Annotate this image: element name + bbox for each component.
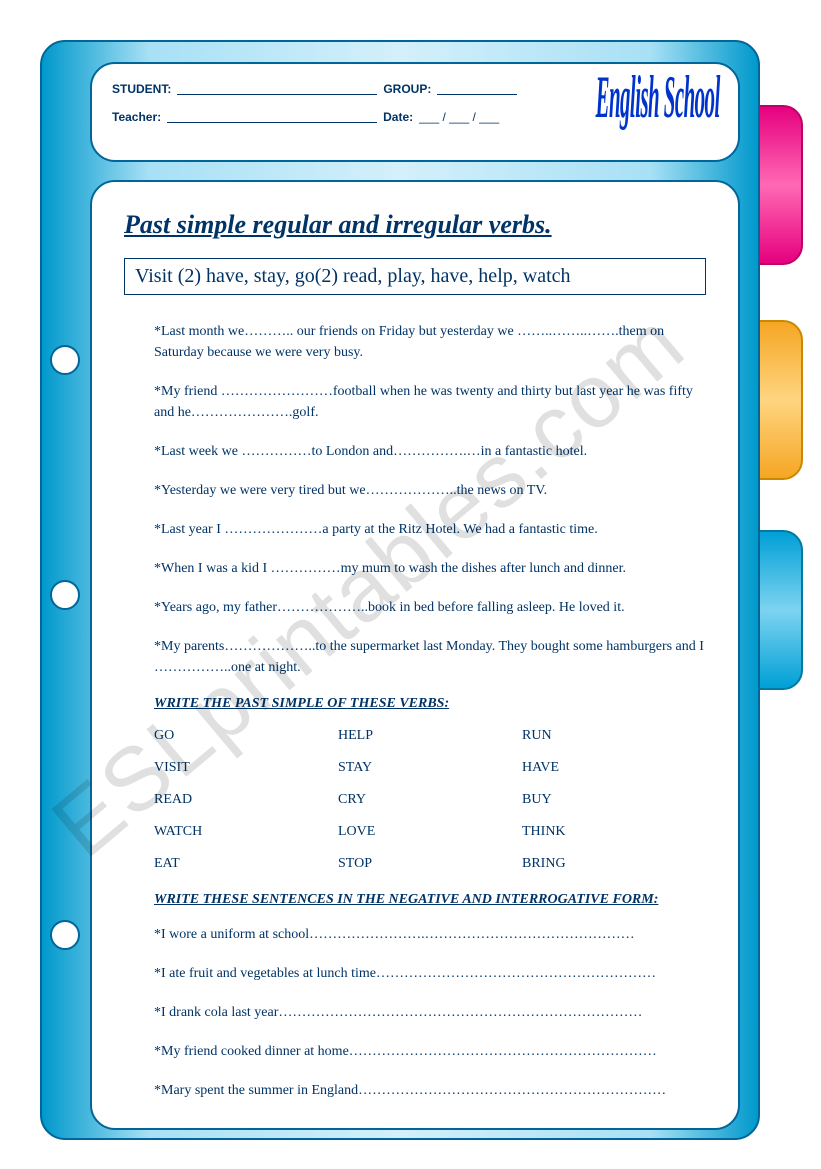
- binder-hole: [50, 345, 80, 375]
- verb-row: READ CRY BUY: [154, 792, 706, 808]
- section-heading-negative: WRITE THESE SENTENCES IN THE NEGATIVE AN…: [154, 892, 706, 908]
- group-input-line[interactable]: [437, 83, 517, 95]
- verb-cell[interactable]: VISIT: [154, 760, 338, 776]
- header-box: STUDENT: GROUP: Teacher: Date: ___ / ___…: [90, 62, 740, 162]
- logo-english-school: English School: [596, 63, 720, 133]
- fill-sentence[interactable]: *My parents………………..to the supermarket la…: [154, 636, 706, 678]
- neg-sentence[interactable]: *I ate fruit and vegetables at lunch tim…: [154, 963, 706, 984]
- teacher-label: Teacher:: [112, 110, 161, 124]
- verb-cell[interactable]: STAY: [338, 760, 522, 776]
- date-value[interactable]: ___ / ___ / ___: [419, 110, 499, 124]
- verb-list-box: Visit (2) have, stay, go(2) read, play, …: [124, 258, 706, 295]
- neg-sentence[interactable]: *I drank cola last year………………………………………………: [154, 1002, 706, 1023]
- fill-sentence[interactable]: *Yesterday we were very tired but we……………: [154, 480, 706, 501]
- binder-hole: [50, 580, 80, 610]
- student-label: STUDENT:: [112, 82, 171, 96]
- fill-sentence[interactable]: *When I was a kid I ……………my mum to wash …: [154, 558, 706, 579]
- verb-cell[interactable]: BRING: [522, 856, 706, 872]
- verb-row: EAT STOP BRING: [154, 856, 706, 872]
- verb-cell[interactable]: HAVE: [522, 760, 706, 776]
- verb-cell[interactable]: WATCH: [154, 824, 338, 840]
- verb-cell[interactable]: READ: [154, 792, 338, 808]
- tab-pink: [758, 105, 803, 265]
- verb-row: VISIT STAY HAVE: [154, 760, 706, 776]
- fill-sentence[interactable]: *Years ago, my father………………..book in bed…: [154, 597, 706, 618]
- date-label: Date:: [383, 110, 413, 124]
- content-box: Past simple regular and irregular verbs.…: [90, 180, 740, 1130]
- verb-cell[interactable]: HELP: [338, 728, 522, 744]
- neg-sentence[interactable]: *I wore a uniform at school…………………….……………: [154, 924, 706, 945]
- verb-cell[interactable]: RUN: [522, 728, 706, 744]
- verb-cell[interactable]: EAT: [154, 856, 338, 872]
- tab-yellow: [758, 320, 803, 480]
- neg-sentence[interactable]: *My friend cooked dinner at home………………………: [154, 1041, 706, 1062]
- verb-cell[interactable]: CRY: [338, 792, 522, 808]
- section-heading-past-simple: WRITE THE PAST SIMPLE OF THESE VERBS:: [154, 696, 706, 712]
- fill-sentence[interactable]: *Last year I …………………a party at the Ritz …: [154, 519, 706, 540]
- group-label: GROUP:: [383, 82, 431, 96]
- teacher-input-line[interactable]: [167, 111, 377, 123]
- verb-row: WATCH LOVE THINK: [154, 824, 706, 840]
- verb-row: GO HELP RUN: [154, 728, 706, 744]
- verb-cell[interactable]: BUY: [522, 792, 706, 808]
- neg-sentence[interactable]: *Mary spent the summer in England……………………: [154, 1080, 706, 1101]
- fill-sentence[interactable]: *My friend ……………………football when he was …: [154, 381, 706, 423]
- verb-cell[interactable]: THINK: [522, 824, 706, 840]
- student-input-line[interactable]: [177, 83, 377, 95]
- verb-cell[interactable]: GO: [154, 728, 338, 744]
- fill-sentence[interactable]: *Last week we ……………to London and…………….…i…: [154, 441, 706, 462]
- verb-cell[interactable]: STOP: [338, 856, 522, 872]
- binder-hole: [50, 920, 80, 950]
- verb-grid: GO HELP RUN VISIT STAY HAVE READ CRY BUY…: [154, 728, 706, 872]
- tab-blue: [758, 530, 803, 690]
- worksheet-title: Past simple regular and irregular verbs.: [124, 210, 706, 240]
- verb-cell[interactable]: LOVE: [338, 824, 522, 840]
- fill-sentence[interactable]: *Last month we……….. our friends on Frida…: [154, 321, 706, 363]
